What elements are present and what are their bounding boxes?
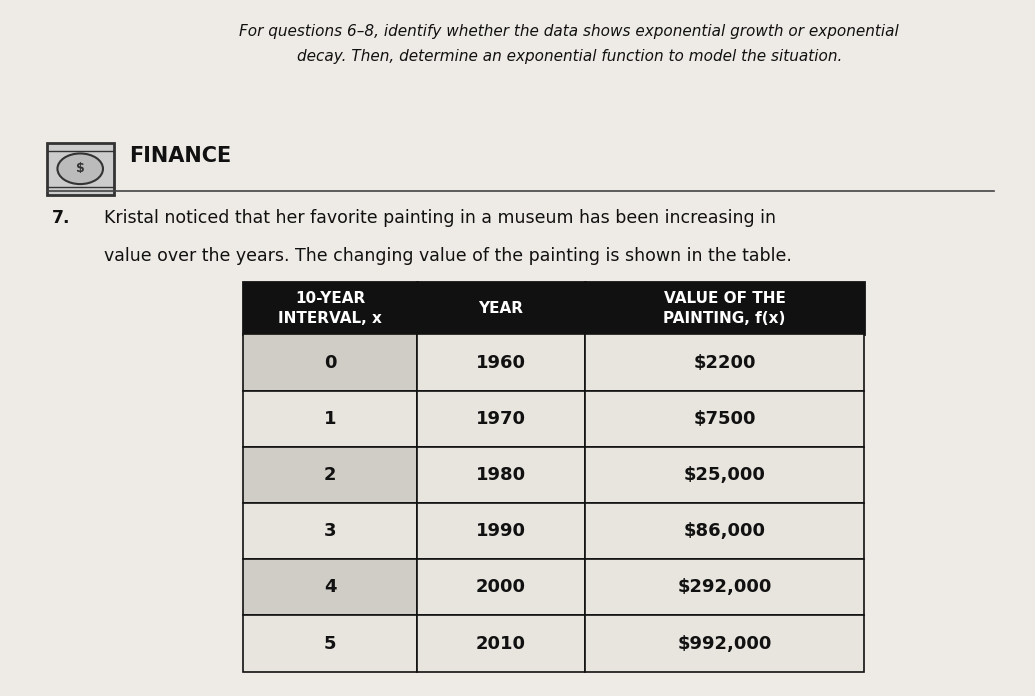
Text: 2: 2	[324, 466, 336, 484]
Bar	[243, 335, 417, 390]
Text: Kristal noticed that her favorite painting in a museum has been increasing in: Kristal noticed that her favorite painti…	[104, 209, 775, 227]
Text: $25,000: $25,000	[683, 466, 766, 484]
Bar	[585, 615, 864, 672]
Text: $292,000: $292,000	[677, 578, 772, 596]
Text: $86,000: $86,000	[683, 522, 766, 540]
Text: 1990: 1990	[476, 522, 526, 540]
Text: VALUE OF THE
PAINTING, f(x): VALUE OF THE PAINTING, f(x)	[663, 291, 786, 326]
Bar	[417, 335, 585, 390]
Bar	[417, 282, 585, 335]
Bar	[243, 560, 417, 615]
Text: 3: 3	[324, 522, 336, 540]
Text: 1: 1	[324, 410, 336, 428]
Text: 10-YEAR
INTERVAL, x: 10-YEAR INTERVAL, x	[278, 291, 382, 326]
Text: decay. Then, determine an exponential function to model the situation.: decay. Then, determine an exponential fu…	[297, 49, 841, 64]
Text: $7500: $7500	[693, 410, 756, 428]
Bar	[585, 390, 864, 447]
Bar	[417, 503, 585, 560]
Bar	[585, 447, 864, 503]
Bar	[417, 615, 585, 672]
Bar	[243, 503, 417, 560]
Text: $: $	[76, 162, 85, 175]
Text: $2200: $2200	[693, 354, 756, 372]
Circle shape	[58, 154, 104, 184]
Text: $992,000: $992,000	[677, 635, 772, 653]
Text: 5: 5	[324, 635, 336, 653]
Bar	[585, 282, 864, 335]
Bar	[243, 615, 417, 672]
Text: 1960: 1960	[476, 354, 526, 372]
Text: 7.: 7.	[52, 209, 70, 227]
Text: 2000: 2000	[476, 578, 526, 596]
Text: value over the years. The changing value of the painting is shown in the table.: value over the years. The changing value…	[104, 247, 792, 265]
Bar	[585, 560, 864, 615]
Bar	[417, 447, 585, 503]
Bar	[417, 560, 585, 615]
Text: For questions 6–8, identify whether the data shows exponential growth or exponen: For questions 6–8, identify whether the …	[239, 24, 899, 40]
Bar	[243, 390, 417, 447]
Bar	[585, 335, 864, 390]
Text: YEAR: YEAR	[478, 301, 524, 316]
Text: 2010: 2010	[476, 635, 526, 653]
Bar	[243, 282, 417, 335]
Text: 1970: 1970	[476, 410, 526, 428]
Text: FINANCE: FINANCE	[129, 145, 232, 166]
Bar	[585, 503, 864, 560]
Text: 0: 0	[324, 354, 336, 372]
FancyBboxPatch shape	[47, 143, 114, 195]
Text: 1980: 1980	[476, 466, 526, 484]
Text: 4: 4	[324, 578, 336, 596]
Bar	[243, 447, 417, 503]
Bar	[417, 390, 585, 447]
